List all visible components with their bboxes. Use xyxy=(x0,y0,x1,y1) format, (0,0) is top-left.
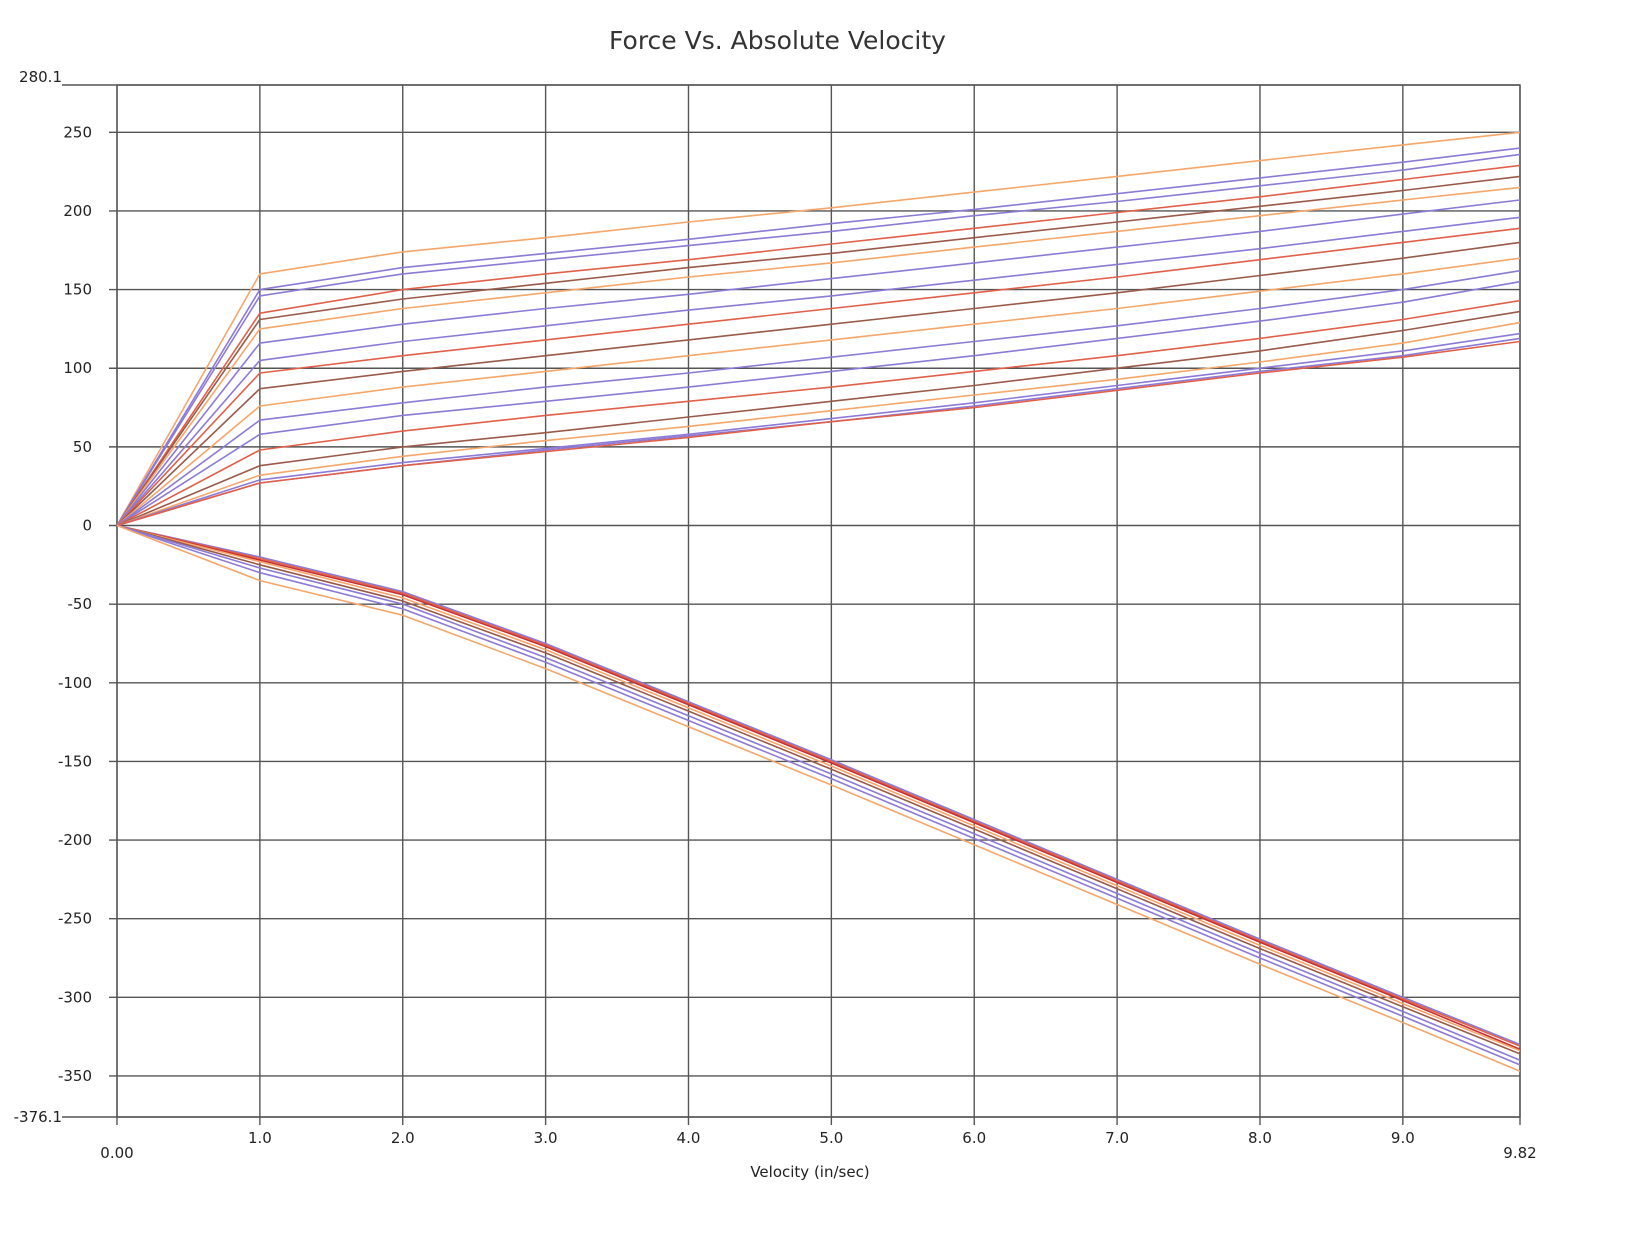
y-tick-label: 100 xyxy=(63,359,92,377)
series-line-1 xyxy=(116,131,1521,526)
y-tick-label: 200 xyxy=(63,202,92,220)
y-tick-label: -250 xyxy=(58,910,92,928)
series-line-27 xyxy=(116,524,1521,1072)
series-line-13 xyxy=(116,280,1521,527)
x-tick-label: 2.0 xyxy=(391,1129,415,1147)
y-tick-label: -376.1 xyxy=(14,1108,62,1126)
series-line-19 xyxy=(116,340,1521,527)
series-line-12 xyxy=(116,269,1521,527)
series-line-5 xyxy=(116,175,1521,526)
y-tick-label: -200 xyxy=(58,831,92,849)
series-line-15 xyxy=(116,310,1521,527)
series-layer xyxy=(116,131,1521,1072)
x-tick-label: 6.0 xyxy=(962,1129,986,1147)
y-tick-label: -150 xyxy=(58,752,92,770)
x-tick-label: 9.82 xyxy=(1503,1144,1536,1162)
series-line-9 xyxy=(116,227,1521,527)
x-tick-label: 3.0 xyxy=(534,1129,558,1147)
x-tick-label: 7.0 xyxy=(1105,1129,1129,1147)
x-axis-label: Velocity (in/sec) xyxy=(750,1163,869,1181)
series-line-3 xyxy=(116,153,1521,526)
tick-layer: 0.00 1.0 2.0 3.0 4.0 5.0 6.0 7.0 8.0 9.0 9.82 280.1… xyxy=(14,68,1537,1162)
series-line-6 xyxy=(116,186,1521,526)
series-line-10 xyxy=(116,241,1521,527)
chart-title: Force Vs. Absolute Velocity xyxy=(609,26,946,55)
y-tick-label: 280.1 xyxy=(19,68,62,86)
series-line-24 xyxy=(116,524,1521,1055)
series-line-21 xyxy=(116,524,1521,1047)
y-tick-label: 50 xyxy=(73,438,92,456)
series-line-16 xyxy=(116,321,1521,527)
y-tick-label: 0 xyxy=(82,517,92,535)
series-line-7 xyxy=(116,199,1521,526)
series-line-20 xyxy=(116,524,1521,1046)
series-line-18 xyxy=(116,337,1521,527)
y-tick-label: -300 xyxy=(58,988,92,1006)
y-tick-label: 250 xyxy=(63,123,92,141)
series-line-11 xyxy=(116,257,1521,527)
y-tick-label: -50 xyxy=(68,595,93,613)
y-tick-label: 150 xyxy=(63,281,92,299)
y-tick-label: -100 xyxy=(58,674,92,692)
series-line-14 xyxy=(116,299,1521,527)
y-tick-label: -350 xyxy=(58,1067,92,1085)
series-line-25 xyxy=(116,524,1521,1061)
series-line-4 xyxy=(116,164,1521,526)
series-line-26 xyxy=(116,524,1521,1066)
x-tick-label: 5.0 xyxy=(819,1129,843,1147)
x-tick-label: 4.0 xyxy=(677,1129,701,1147)
x-tick-label: 9.0 xyxy=(1391,1129,1415,1147)
x-tick-label: 0.00 xyxy=(100,1144,133,1162)
x-tick-label: 1.0 xyxy=(248,1129,272,1147)
series-line-23 xyxy=(116,524,1521,1052)
x-tick-label: 8.0 xyxy=(1248,1129,1272,1147)
series-line-2 xyxy=(116,147,1521,526)
series-line-8 xyxy=(116,216,1521,527)
grid-layer xyxy=(62,84,1521,1125)
series-line-22 xyxy=(116,524,1521,1050)
series-line-17 xyxy=(116,332,1521,527)
